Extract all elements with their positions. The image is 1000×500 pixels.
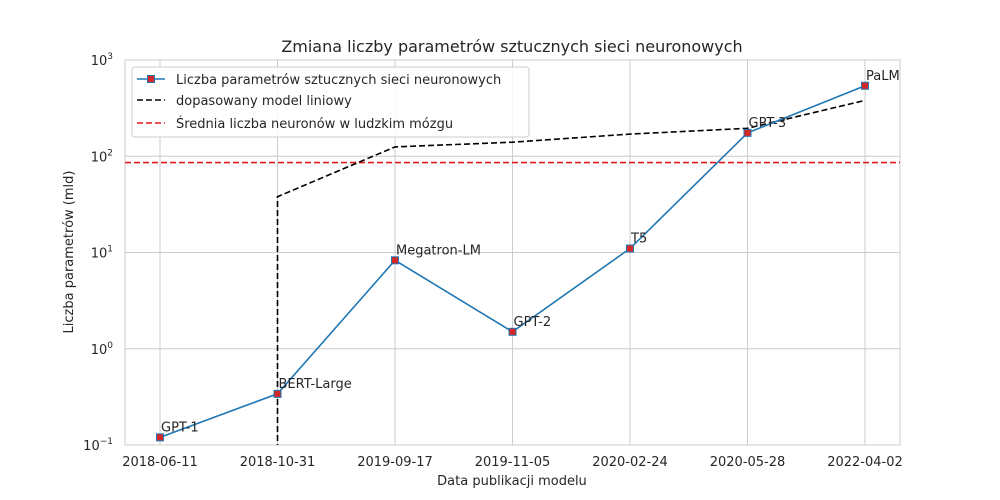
data-point-label: GPT-3 [749,116,787,131]
data-point-marker [626,244,634,253]
data-point-label: Megatron-LM [396,243,481,258]
data-point-label: GPT-2 [514,315,552,330]
y-axis-ticks: 10−1 100 101 102 103 [83,52,113,454]
series-layer [125,81,900,445]
fitted-linear-model-line [276,99,866,445]
x-tick-label: 2019-09-17 [357,455,433,470]
legend: Liczba parametrów sztucznych sieci neuro… [131,66,530,138]
point-labels: GPT-1 BERT-Large Megatron-LM GPT-2 T5 GPT-3 Pa… [161,69,900,436]
data-point-marker [743,128,752,137]
data-point-label: PaLM [866,69,900,84]
y-tick-label: 100 [91,341,114,358]
data-point-marker [508,327,517,336]
x-tick-label: 2019-11-05 [475,455,551,470]
chart-title: Zmiana liczby parametrów sztucznych siec… [281,37,742,56]
x-axis-label: Data publikacji modelu [437,474,587,489]
x-tick-label: 2020-02-24 [592,455,668,470]
x-tick-label: 2020-05-28 [710,455,786,470]
legend-label: Liczba parametrów sztucznych sieci neuro… [176,73,501,88]
x-tick-label: 2022-04-02 [827,455,903,470]
legend-label: dopasowany model liniowy [176,94,352,109]
data-point-marker [861,81,869,90]
data-point-label: GPT-1 [161,420,199,435]
legend-item-brain-neurons: Średnia liczba neuronów w ludzkim mózgu [137,116,453,132]
plot-frame [124,59,901,446]
legend-item-fitted-model: dopasowany model liniowy [137,94,352,109]
plot-border [124,59,901,446]
y-tick-label: 102 [91,148,113,165]
data-point-marker [391,256,399,265]
y-axis-label: Liczba parametrów (mld) [62,171,77,334]
data-point-label: T5 [630,232,647,247]
y-tick-label: 10−1 [83,437,113,454]
legend-label: Średnia liczba neuronów w ludzkim mózgu [176,116,453,132]
data-point-label: BERT-Large [279,377,352,392]
y-tick-label: 103 [91,52,113,69]
data-point-marker [156,433,164,442]
x-tick-label: 2018-06-11 [122,455,198,470]
legend-box [131,66,530,138]
data-point-marker [273,389,282,398]
x-axis-ticks: 2018-06-11 2018-10-31 2019-09-17 2019-11-05… [122,455,903,470]
legend-swatch-marker [147,75,155,83]
x-tick-label: 2018-10-31 [240,455,316,470]
y-tick-label: 101 [91,245,113,262]
legend-item-parameters: Liczba parametrów sztucznych sieci neuro… [137,73,501,88]
